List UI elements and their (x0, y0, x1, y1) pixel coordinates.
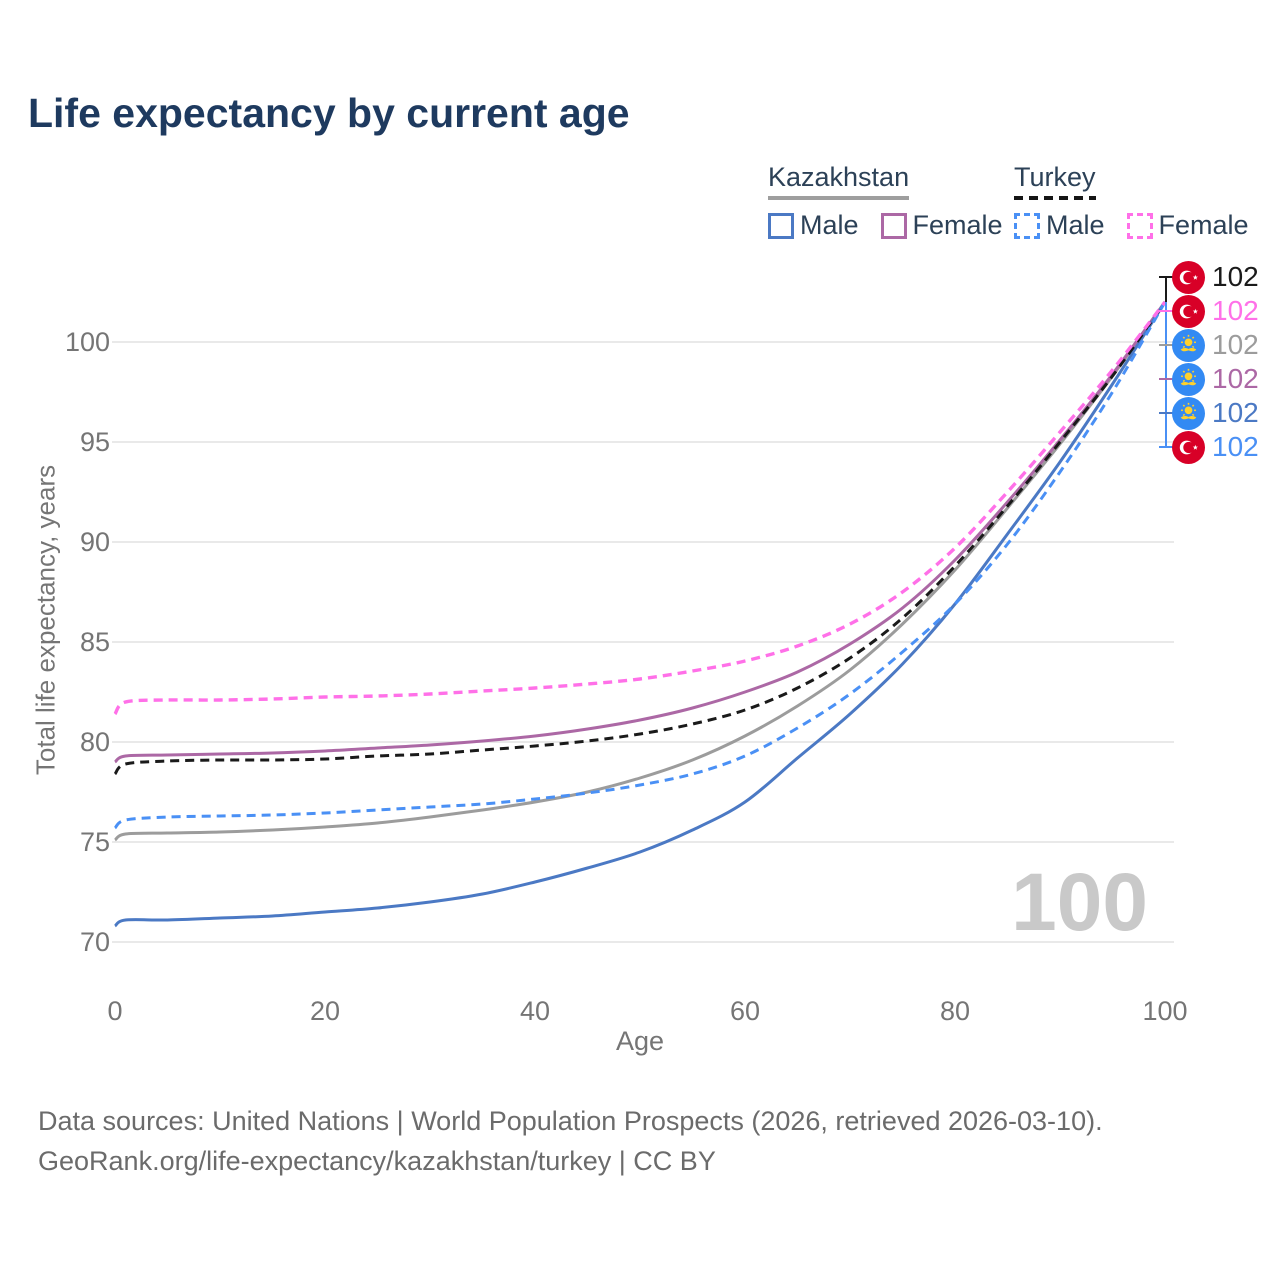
end-value-kazakhstan-female: 102 (1212, 363, 1259, 394)
series-line-tr_male (113, 301, 1167, 830)
end-value-kazakhstan-male: 102 (1212, 397, 1259, 428)
turkey-female-swatch-icon (1126, 212, 1153, 239)
turkey-flag-icon (1172, 294, 1205, 328)
data-sources-note: Data sources: United Nations | World Pop… (38, 1106, 1103, 1136)
series-line-tr_total (113, 301, 1167, 776)
series-line-kz_female (114, 301, 1167, 764)
y-axis-title: Total life expectancy, years (30, 464, 61, 776)
end-label-turkey-female: 102 (1172, 294, 1259, 328)
end-value-turkey-female: 102 (1212, 295, 1259, 326)
end-value-turkey-total: 102 (1212, 261, 1259, 292)
y-tick-label: 75 (79, 827, 110, 857)
kazakhstan-flag-icon (1172, 362, 1205, 396)
x-tick-label: 40 (519, 996, 551, 1026)
x-tick-label: 0 (107, 996, 123, 1026)
y-tick-label: 70 (79, 927, 110, 957)
x-tick-label: 80 (939, 996, 971, 1026)
x-tick-label: 100 (1142, 996, 1188, 1026)
x-axis-title: Age (615, 1026, 665, 1056)
x-tick-label: 60 (729, 996, 761, 1026)
y-tick-label: 85 (79, 627, 110, 657)
y-tick-label: 80 (79, 727, 110, 757)
georank-attribution[interactable]: GeoRank.org/life-expectancy/kazakhstan/t… (38, 1146, 716, 1176)
x-tick-label: 20 (309, 996, 341, 1026)
legend-country-turkey[interactable]: Turkey (1014, 162, 1096, 192)
series-line-kz_total (114, 301, 1167, 842)
kazakhstan-female-swatch-icon (880, 212, 907, 239)
end-label-turkey-total: 102 (1172, 260, 1259, 294)
legend-label-kazakhstan-female: Female (912, 210, 1003, 240)
kazakhstan-solid-line-swatch (768, 196, 910, 200)
end-label-kazakhstan-male: 102 (1172, 396, 1259, 430)
end-label-kazakhstan-total: 102 (1172, 328, 1259, 362)
kazakhstan-flag-icon (1172, 328, 1205, 362)
series-lines (113, 300, 1167, 928)
legend-group-kazakhstan: Kazakhstan Male Female (768, 162, 1003, 241)
legend-item-kazakhstan-male[interactable]: Male (768, 210, 859, 241)
turkey-dashed-line-swatch (1014, 196, 1096, 200)
legend-item-turkey-male[interactable]: Male (1014, 210, 1105, 241)
legend-item-kazakhstan-female[interactable]: Female (880, 210, 1003, 241)
legend-group-turkey: Turkey Male Female (1014, 162, 1249, 241)
series-line-tr_female (113, 300, 1167, 716)
end-value-kazakhstan-total: 102 (1212, 329, 1259, 360)
kazakhstan-flag-icon (1172, 396, 1205, 430)
y-tick-label: 90 (79, 527, 110, 557)
end-label-connectors (1159, 276, 1173, 448)
y-tick-label: 100 (64, 327, 110, 357)
turkey-flag-icon (1172, 260, 1205, 294)
end-label-kazakhstan-female: 102 (1172, 362, 1259, 396)
end-value-turkey-male: 102 (1212, 431, 1259, 462)
page-title: Life expectancy by current age (28, 90, 630, 136)
legend-label-turkey-male: Male (1046, 210, 1105, 240)
legend-item-turkey-female[interactable]: Female (1126, 210, 1249, 241)
legend-label-kazakhstan-male: Male (800, 210, 859, 240)
age-cursor-watermark: 100 (1011, 857, 1148, 948)
series-line-kz_male (114, 301, 1167, 928)
end-label-turkey-male: 102 (1172, 430, 1259, 464)
kazakhstan-male-swatch-icon (768, 212, 794, 239)
gridlines (112, 341, 1174, 943)
legend-label-turkey-female: Female (1158, 210, 1249, 240)
y-tick-label: 95 (79, 427, 110, 457)
legend-country-kazakhstan[interactable]: Kazakhstan (768, 162, 910, 192)
turkey-male-swatch-icon (1014, 212, 1040, 239)
turkey-flag-icon (1172, 430, 1205, 464)
